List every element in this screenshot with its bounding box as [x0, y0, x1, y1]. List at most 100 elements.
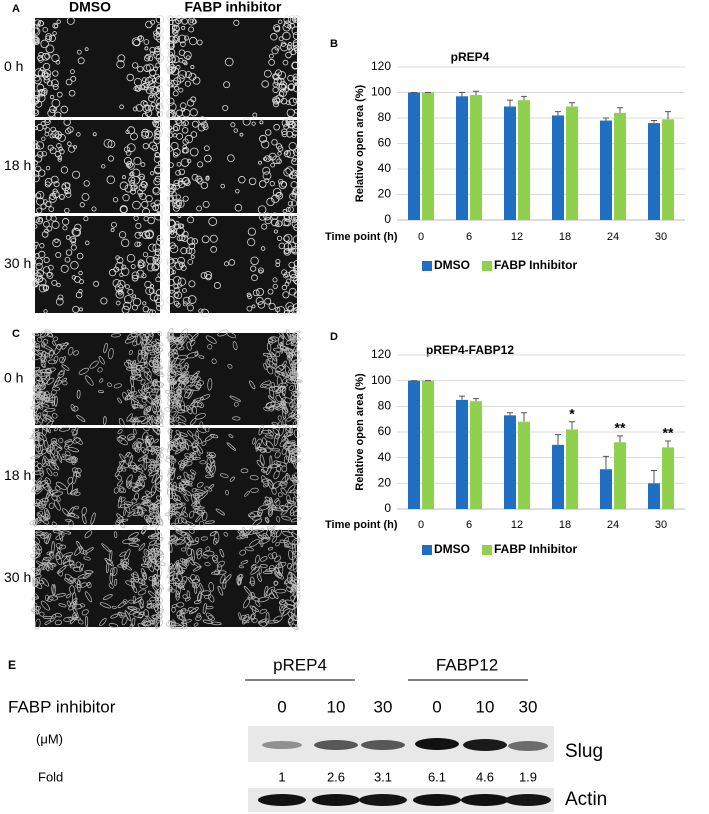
- cell: [187, 607, 197, 613]
- cell: [273, 123, 280, 131]
- cell: [139, 192, 147, 201]
- cell: [168, 162, 174, 168]
- cell: [276, 528, 282, 537]
- cell: [31, 596, 39, 601]
- x-axis-label: Time point (h): [325, 231, 398, 243]
- cell: [42, 426, 47, 436]
- cell: [127, 435, 136, 441]
- cell: [255, 554, 260, 564]
- cell: [109, 567, 115, 576]
- cell: [128, 482, 139, 488]
- legend-swatch: [422, 545, 432, 555]
- cell: [193, 566, 202, 572]
- cell: [176, 572, 184, 583]
- cell: [46, 225, 53, 232]
- cell: [293, 415, 298, 419]
- cell: [293, 291, 300, 298]
- cell: [285, 51, 292, 59]
- cell: [199, 582, 204, 592]
- cell: [83, 556, 91, 561]
- cell: [189, 147, 199, 157]
- cell: [269, 497, 274, 508]
- cell: [281, 84, 286, 89]
- cell: [58, 603, 67, 608]
- legend-label: FABP Inhibitor: [494, 542, 577, 556]
- cell: [46, 271, 54, 279]
- cell: [265, 516, 270, 523]
- cell: [272, 507, 284, 512]
- cell: [54, 343, 62, 355]
- cell: [31, 574, 42, 582]
- cell: [195, 489, 206, 494]
- cell: [141, 230, 151, 240]
- cell: [182, 144, 188, 150]
- cell: [242, 526, 248, 539]
- cell: [46, 468, 53, 476]
- cell: [144, 109, 153, 117]
- cell: [32, 224, 38, 229]
- cell: [185, 71, 192, 79]
- cell: [178, 168, 186, 176]
- cell: [293, 491, 300, 500]
- cell: [274, 451, 281, 459]
- cell: [284, 310, 289, 315]
- cell: [128, 176, 136, 184]
- cell: [168, 540, 176, 544]
- cell: [117, 288, 123, 294]
- cell: [171, 399, 177, 404]
- cell: [68, 600, 78, 611]
- band: [413, 794, 461, 806]
- cell: [156, 304, 163, 311]
- cell: [276, 235, 283, 241]
- cell: [36, 197, 45, 206]
- cell: [187, 333, 194, 341]
- cell: [191, 439, 199, 449]
- cell: [173, 394, 178, 400]
- cell: [130, 375, 134, 388]
- cell: [138, 611, 144, 619]
- cell: [195, 512, 204, 523]
- significance: *: [569, 405, 575, 421]
- cell: [172, 228, 178, 234]
- cell: [288, 622, 299, 631]
- cell: [177, 214, 182, 218]
- cell: [151, 584, 159, 594]
- cell: [275, 433, 281, 440]
- cell: [58, 437, 64, 444]
- cell: [34, 391, 47, 396]
- panel-label: A: [12, 3, 20, 15]
- cell: [37, 501, 46, 507]
- cell: [147, 590, 158, 600]
- band: [361, 740, 405, 750]
- cell: [83, 216, 89, 222]
- cell: [281, 435, 286, 442]
- cell: [182, 138, 189, 145]
- cell: [205, 612, 215, 621]
- cell: [120, 267, 130, 276]
- cell: [257, 508, 263, 516]
- cell: [42, 393, 53, 399]
- cell: [52, 70, 59, 77]
- cell: [141, 495, 149, 500]
- cell: [167, 48, 176, 57]
- cell: [42, 410, 48, 417]
- cell: [42, 616, 55, 619]
- cell: [149, 540, 157, 546]
- cell: [187, 216, 195, 224]
- band: [314, 740, 358, 750]
- cell: [131, 385, 135, 394]
- cell: [157, 399, 163, 404]
- cell: [117, 459, 125, 471]
- cell: [150, 171, 155, 176]
- cell: [61, 356, 67, 364]
- cell: [288, 443, 295, 452]
- cell: [178, 261, 185, 268]
- cell: [155, 276, 161, 283]
- cell: [126, 366, 138, 371]
- cell: [53, 471, 58, 477]
- cell: [138, 543, 146, 551]
- cell: [63, 616, 73, 622]
- cell: [126, 480, 132, 489]
- cell: [251, 274, 258, 282]
- cell: [273, 615, 283, 623]
